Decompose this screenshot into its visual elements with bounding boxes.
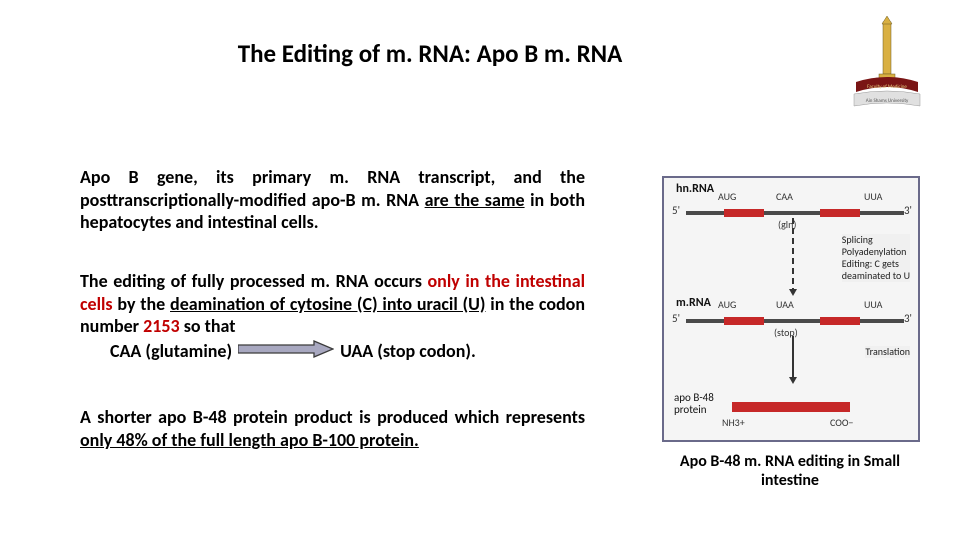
p2-seg7: so that <box>184 315 236 337</box>
paragraph-1: Apo B gene, its primary m. RNA transcrip… <box>80 166 585 234</box>
protein-bar <box>732 402 850 412</box>
proc1-l4: deaminated to U <box>842 270 910 282</box>
diagram-caption: Apo B-48 m. RNA editing in Small intesti… <box>650 452 930 490</box>
solid-arrow-icon <box>792 336 794 382</box>
p3-seg1: A shorter apo B-48 protein product is pr… <box>80 406 585 428</box>
aug-label: AUG <box>718 190 736 203</box>
p2-uaa: UAA (stop codon). <box>340 340 476 363</box>
dashed-arrow-icon <box>792 218 794 294</box>
mrna-label: m.RNA <box>676 296 711 310</box>
paragraph-2: The editing of fully processed m. RNA oc… <box>80 270 585 363</box>
nh3-label: NH3+ <box>722 416 745 429</box>
p2-seg4: deamination of cytosine (C) into uracil … <box>170 293 485 315</box>
mrna-row: 5' AUG UAA UUA (stop) 3' <box>664 310 918 338</box>
p2-seg3: by the <box>117 293 170 315</box>
hnrna-row: 5' AUG CAA UUA (gln) 3' <box>664 202 918 230</box>
arrow-icon <box>238 340 334 364</box>
three-prime-2: 3' <box>904 312 912 325</box>
stop-label: (stop) <box>774 326 798 339</box>
banner-text-bottom: Ain Shams University <box>866 98 909 104</box>
uaa-label: UAA <box>776 298 794 311</box>
p1-seg2: are the same <box>425 189 525 211</box>
p2-seg6: 2153 <box>143 315 184 337</box>
obelisk-icon <box>883 22 891 74</box>
p2-caa: CAA (glutamine) <box>110 340 232 363</box>
uua-label-2: UUA <box>864 298 882 311</box>
coo-label: COO− <box>830 416 853 429</box>
p2-seg1: The editing of fully processed m. RNA oc… <box>80 270 427 292</box>
apob-l2: protein <box>674 404 714 416</box>
p3-seg2: only 48% of the full length apo B-100 pr… <box>80 429 419 451</box>
processing-box-1: Splicing Polyadenylation Editing: C gets… <box>842 234 910 282</box>
slide-title: The Editing of m. RNA: Apo B m. RNA <box>180 38 680 69</box>
apob-label: apo B-48 protein <box>674 392 714 416</box>
paragraph-3: A shorter apo B-48 protein product is pr… <box>80 406 585 451</box>
banner-text-top: Faculty of Medicine <box>867 84 907 90</box>
five-prime: 5' <box>672 204 680 217</box>
caa-label: CAA <box>776 190 793 203</box>
hnrna-label: hn.RNA <box>676 182 714 196</box>
uua-label: UUA <box>864 190 882 203</box>
three-prime: 3' <box>904 204 912 217</box>
university-logo: Faculty of Medicine Ain Shams University <box>846 12 928 112</box>
translation-label: Translation <box>865 346 910 358</box>
editing-diagram: hn.RNA 5' AUG CAA UUA (gln) 3' Splicing … <box>662 176 920 442</box>
five-prime-2: 5' <box>672 312 680 325</box>
aug-label-2: AUG <box>718 298 736 311</box>
